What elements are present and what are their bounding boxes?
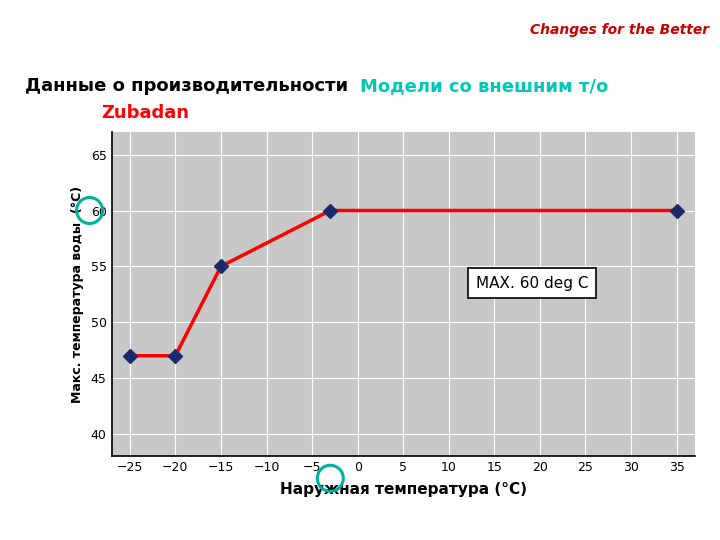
Polygon shape — [13, 4, 49, 24]
Text: Changes for the Better: Changes for the Better — [530, 23, 709, 37]
Polygon shape — [43, 26, 80, 46]
X-axis label: Наружная температура (°C): Наружная температура (°C) — [279, 483, 527, 497]
Text: MITSUBISHI: MITSUBISHI — [47, 14, 116, 23]
Text: MAX. 60 deg C: MAX. 60 deg C — [476, 275, 589, 291]
Polygon shape — [0, 26, 18, 46]
Text: Данные о производительности: Данные о производительности — [25, 77, 348, 96]
Text: Zubadan: Zubadan — [101, 104, 189, 123]
Text: Модели со внешним т/о: Модели со внешним т/о — [360, 77, 608, 96]
Y-axis label: Макс. температура воды  (°C): Макс. температура воды (°C) — [71, 186, 84, 403]
Text: ELECTRIC: ELECTRIC — [54, 35, 109, 44]
